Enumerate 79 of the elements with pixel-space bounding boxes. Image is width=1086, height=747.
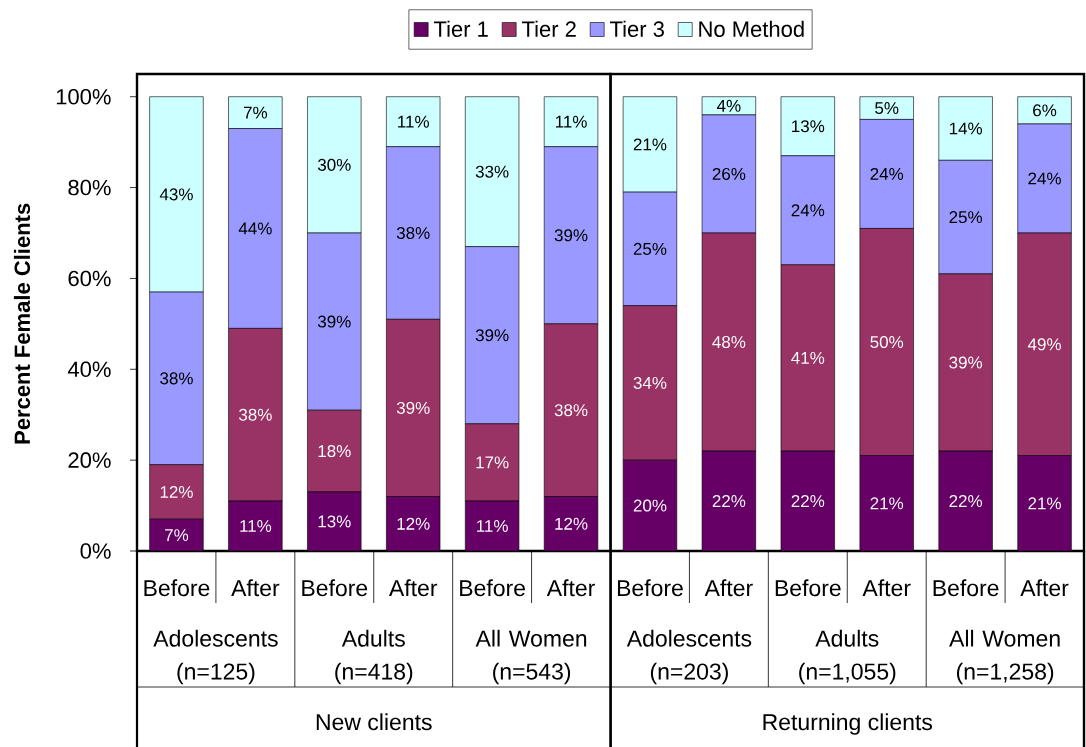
data-label: 39% bbox=[949, 356, 983, 369]
x-tick-label: After bbox=[862, 579, 911, 597]
x-tick-label: Before bbox=[617, 579, 683, 597]
y-tick-label: 100% bbox=[56, 88, 111, 105]
data-label: 12% bbox=[160, 485, 193, 498]
legend-label: No Method bbox=[699, 20, 804, 37]
data-label: 25% bbox=[949, 211, 983, 224]
data-label: 49% bbox=[1027, 338, 1061, 351]
x-tick-label: Before bbox=[460, 579, 525, 597]
x-tick-label: Before bbox=[933, 579, 999, 597]
data-label: 30% bbox=[317, 158, 351, 171]
x-tick-label: After bbox=[1020, 579, 1069, 597]
data-label: 38% bbox=[554, 404, 588, 417]
text: All Women (n=1,258) bbox=[949, 629, 1060, 685]
data-label: 12% bbox=[555, 517, 588, 530]
text: Adolescents (n=203) bbox=[626, 629, 752, 685]
y-tick-label: 40% bbox=[67, 361, 111, 378]
x-axis-title: New clients bbox=[316, 713, 432, 731]
x-tick-label: After bbox=[546, 579, 595, 597]
text: All Women (n=543) bbox=[475, 629, 587, 685]
data-label: 18% bbox=[318, 445, 351, 458]
data-label: 13% bbox=[792, 120, 825, 133]
data-label: 44% bbox=[238, 222, 272, 235]
data-label: 39% bbox=[475, 329, 509, 342]
y-tick-label: 20% bbox=[68, 452, 111, 468]
data-label: 50% bbox=[870, 336, 904, 349]
data-label: 11% bbox=[240, 520, 272, 532]
data-label: 24% bbox=[791, 204, 825, 217]
text: Adolescents (n=125) bbox=[153, 629, 278, 685]
text: Adults (n=418) bbox=[335, 629, 413, 685]
data-label: 6% bbox=[1033, 104, 1057, 117]
data-label: 43% bbox=[159, 188, 193, 201]
x-tick-label: Before bbox=[144, 579, 210, 597]
data-label: 11% bbox=[477, 520, 508, 532]
data-label: 7% bbox=[165, 529, 189, 542]
data-label: 14% bbox=[949, 122, 983, 135]
data-label: 39% bbox=[396, 401, 430, 414]
x-tick-label: Before bbox=[775, 579, 841, 597]
data-label: 25% bbox=[633, 242, 667, 255]
data-label: 38% bbox=[160, 372, 193, 385]
data-label: 24% bbox=[870, 167, 904, 180]
data-label: 11% bbox=[398, 115, 429, 128]
legend-label: Tier 1 bbox=[433, 20, 488, 37]
data-label: 34% bbox=[633, 376, 667, 389]
data-label: 11% bbox=[555, 115, 587, 128]
data-label: 48% bbox=[712, 336, 746, 349]
data-label: 24% bbox=[1028, 172, 1061, 185]
text: Adults (n=1,055) bbox=[799, 629, 896, 685]
x-tick-label: After bbox=[704, 579, 753, 597]
data-label: 21% bbox=[870, 497, 904, 510]
data-label: 22% bbox=[712, 495, 746, 508]
y-tick-label: 0% bbox=[80, 543, 111, 559]
x-tick-label: After bbox=[231, 579, 280, 597]
data-label: 5% bbox=[875, 102, 899, 115]
data-label: 39% bbox=[554, 229, 588, 242]
data-label: 17% bbox=[476, 456, 509, 469]
data-label: 4% bbox=[716, 99, 741, 112]
data-label: 22% bbox=[949, 495, 983, 508]
data-label: 21% bbox=[633, 138, 667, 151]
data-label: 39% bbox=[317, 315, 351, 328]
y-tick-label: 60% bbox=[68, 270, 111, 287]
data-label: 20% bbox=[633, 499, 667, 512]
y-tick-label: 80% bbox=[68, 179, 111, 196]
data-label: 41% bbox=[791, 351, 825, 364]
x-axis-title: Returning clients bbox=[763, 713, 933, 735]
data-label: 7% bbox=[243, 106, 268, 119]
data-label: 12% bbox=[397, 517, 430, 530]
data-label: 26% bbox=[712, 167, 746, 180]
data-label: 33% bbox=[475, 165, 509, 178]
x-tick-label: Before bbox=[302, 579, 368, 597]
data-label: 38% bbox=[239, 408, 272, 421]
data-label: 21% bbox=[1028, 497, 1061, 510]
legend-label: Tier 2 bbox=[521, 20, 576, 37]
data-label: 22% bbox=[791, 495, 825, 508]
legend-label: Tier 3 bbox=[610, 20, 664, 37]
x-tick-label: After bbox=[388, 579, 438, 597]
data-label: 13% bbox=[318, 515, 351, 528]
data-label: 38% bbox=[396, 226, 430, 240]
y-axis-title: Percent Female Clients bbox=[13, 203, 31, 444]
